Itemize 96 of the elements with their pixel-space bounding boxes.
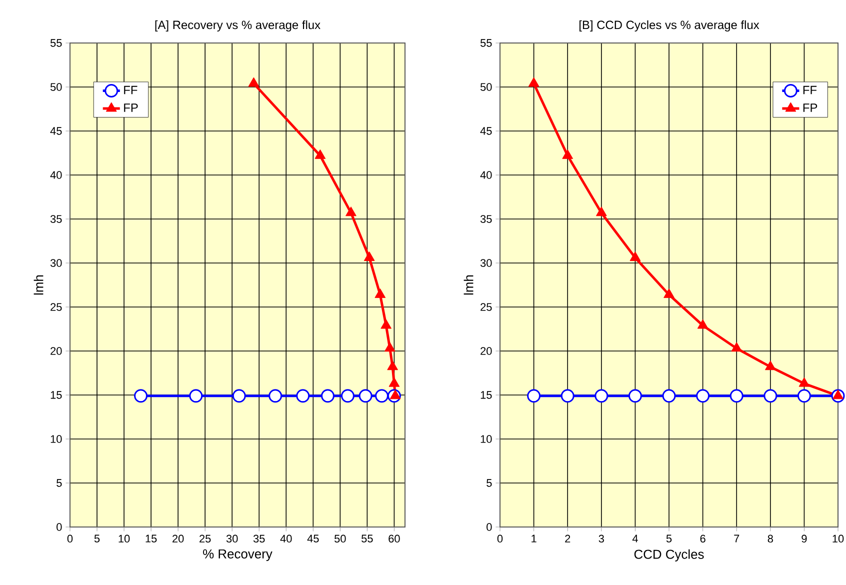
x-tick-label: 60 xyxy=(388,534,400,543)
point xyxy=(388,377,400,387)
point xyxy=(384,342,396,352)
x-tick-label: 5 xyxy=(94,534,100,542)
point xyxy=(731,342,742,352)
legend-label: FP xyxy=(803,104,818,112)
point xyxy=(364,251,375,261)
x-tick-label: 4 xyxy=(632,534,638,542)
point xyxy=(628,389,642,403)
y-tick-label: 55 xyxy=(50,39,62,47)
chart-title: [B] CCD Cycles vs % average flux xyxy=(580,20,760,32)
x-tick-label: 55 xyxy=(362,534,373,542)
x-tick-label: 30 xyxy=(226,534,238,543)
x-tick-label: 7 xyxy=(734,534,740,542)
y-tick-label: 10 xyxy=(50,435,62,443)
point xyxy=(764,389,778,403)
point xyxy=(248,77,260,87)
point xyxy=(764,360,776,370)
legend-label: FP xyxy=(124,104,138,112)
x-tick-label: 15 xyxy=(146,534,157,542)
x-tick-label: 9 xyxy=(802,534,807,543)
y-tick-label: 40 xyxy=(50,171,62,179)
y-tick-label: 0 xyxy=(56,523,62,531)
y-axis-title: lmh xyxy=(464,275,474,295)
x-tick-label: 40 xyxy=(280,534,292,543)
point xyxy=(314,149,326,159)
y-tick-label: 30 xyxy=(480,259,492,267)
point xyxy=(296,389,310,403)
point xyxy=(375,389,389,403)
x-tick-label: 20 xyxy=(172,534,184,543)
y-tick-label: 15 xyxy=(480,391,492,399)
point xyxy=(594,389,608,403)
point xyxy=(320,389,334,403)
y-tick-label: 5 xyxy=(56,479,62,487)
x-tick-label: 0 xyxy=(67,534,73,543)
y-axis-title: lmh xyxy=(34,275,44,295)
x-tick-label: 1 xyxy=(532,534,536,542)
x-tick-label: 0 xyxy=(497,534,503,543)
x-tick-label: 10 xyxy=(118,534,130,543)
x-tick-label: 5 xyxy=(666,534,672,542)
y-tick-label: 40 xyxy=(480,171,492,179)
y-tick-label: 25 xyxy=(50,303,62,311)
point xyxy=(730,389,744,403)
y-tick-label: 10 xyxy=(480,435,492,443)
y-tick-label: 30 xyxy=(50,259,62,267)
y-tick-label: 35 xyxy=(50,215,62,223)
point xyxy=(346,206,356,216)
chart-title: [A] Recovery vs % average flux xyxy=(155,20,320,32)
y-tick-label: 50 xyxy=(50,83,62,91)
point xyxy=(662,389,676,403)
x-tick-label: 6 xyxy=(700,534,706,543)
point xyxy=(380,319,392,329)
point xyxy=(189,389,203,403)
x-tick-label: 45 xyxy=(307,534,319,542)
x-tick-label: 25 xyxy=(200,534,211,543)
point xyxy=(562,149,574,159)
point xyxy=(232,389,246,403)
y-tick-label: 45 xyxy=(480,127,492,135)
y-tick-label: 25 xyxy=(480,303,492,311)
x-tick-label: 35 xyxy=(253,534,265,543)
x-tick-label: 10 xyxy=(832,534,844,543)
point xyxy=(527,389,541,403)
x-tick-label: 3 xyxy=(598,534,604,543)
x-tick-label: 8 xyxy=(768,534,773,543)
y-tick-label: 20 xyxy=(50,347,62,355)
y-tick-label: 50 xyxy=(480,83,492,91)
y-tick-label: 0 xyxy=(486,523,492,531)
legend-label: FF xyxy=(803,86,817,94)
point xyxy=(528,77,540,87)
point xyxy=(696,389,710,403)
point xyxy=(596,206,607,216)
point xyxy=(374,288,386,298)
point xyxy=(697,319,708,329)
y-tick-label: 5 xyxy=(486,479,492,487)
y-tick-label: 45 xyxy=(50,127,62,135)
point xyxy=(560,389,574,403)
x-tick-label: 2 xyxy=(565,534,570,542)
point xyxy=(340,389,354,403)
x-tick-label: 50 xyxy=(334,534,346,543)
point xyxy=(390,390,401,400)
point xyxy=(798,377,810,387)
legend-label: FF xyxy=(124,86,138,94)
point xyxy=(832,390,844,400)
y-tick-label: 20 xyxy=(480,347,492,355)
point xyxy=(268,389,282,403)
point xyxy=(134,389,148,403)
point xyxy=(630,251,641,261)
point xyxy=(358,389,372,403)
y-tick-label: 35 xyxy=(480,215,492,223)
point xyxy=(797,389,811,403)
y-tick-label: 15 xyxy=(50,391,62,399)
x-axis-title: % Recovery xyxy=(203,549,272,562)
x-axis-title: CCD Cycles xyxy=(634,549,704,562)
point xyxy=(664,288,674,298)
y-tick-label: 55 xyxy=(480,39,492,47)
point xyxy=(387,360,398,370)
